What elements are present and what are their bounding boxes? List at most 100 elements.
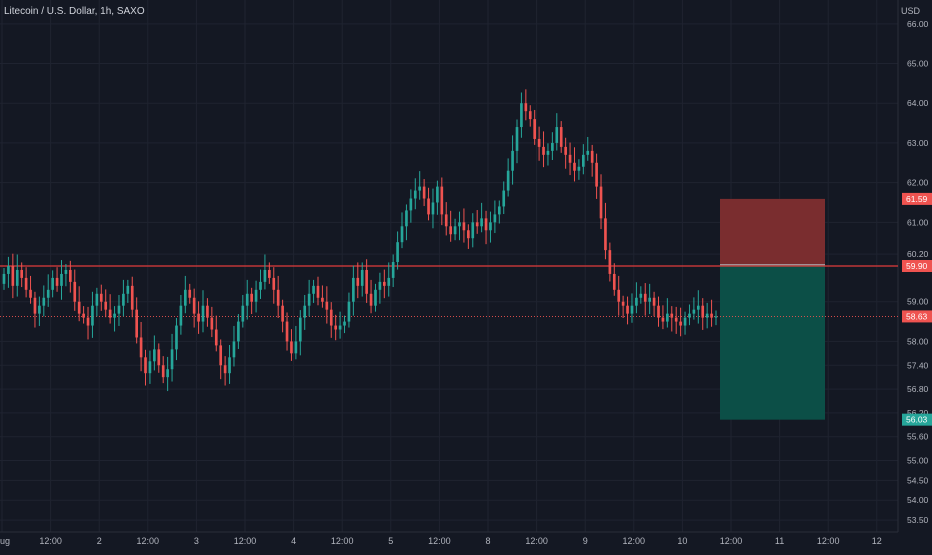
candle-body <box>117 305 121 314</box>
candle-body <box>122 293 125 306</box>
candle-body <box>325 301 329 310</box>
candle-body <box>546 150 550 155</box>
stop-loss-label-bg <box>902 192 932 205</box>
candle-body <box>73 281 77 302</box>
candle-body <box>11 266 15 286</box>
candle-body <box>648 297 651 302</box>
candle-body <box>497 206 501 215</box>
candle-body <box>692 309 696 314</box>
candle-body <box>502 190 506 207</box>
y-tick-label: 62.00 <box>907 178 929 188</box>
candle-body <box>520 103 523 128</box>
candle-body <box>104 301 108 310</box>
reward-zone[interactable] <box>720 264 825 420</box>
candle-body <box>356 277 360 286</box>
candle-body <box>219 345 223 366</box>
candle-body <box>400 226 404 243</box>
candle-body <box>166 369 169 378</box>
candle-body <box>506 170 510 191</box>
x-tick-label: 12:00 <box>331 536 354 546</box>
candle-body <box>316 285 320 298</box>
candle-body <box>334 325 338 330</box>
y-tick-label: 57.40 <box>907 360 929 370</box>
candle-body <box>157 349 161 366</box>
candle-body <box>559 127 563 147</box>
y-tick-label: 63.00 <box>907 138 929 148</box>
candle-body <box>586 150 590 155</box>
candle-body <box>528 111 532 120</box>
candle-body <box>626 305 629 314</box>
candle-body <box>378 281 382 290</box>
candle-body <box>126 285 130 294</box>
candle-body <box>188 289 192 298</box>
candle-body <box>290 341 293 354</box>
candle-body <box>20 269 24 278</box>
candle-body <box>352 277 355 302</box>
y-tick-label: 58.00 <box>907 336 929 346</box>
candle-body <box>276 289 280 306</box>
candle-body <box>674 317 678 322</box>
candle-body <box>462 222 466 231</box>
candle-body <box>652 297 656 306</box>
candle-body <box>113 313 116 318</box>
candle-body <box>148 361 152 374</box>
candle-body <box>493 214 497 223</box>
candle-body <box>321 297 324 302</box>
candle-body <box>294 341 298 354</box>
candle-body <box>582 154 585 167</box>
x-tick-label: 2 <box>97 536 102 546</box>
y-tick-label: 54.00 <box>907 495 929 505</box>
candle-body <box>670 313 674 318</box>
candle-body <box>60 273 63 286</box>
candle-body <box>621 301 625 306</box>
x-tick-label: 5 <box>388 536 393 546</box>
candle-body <box>281 305 284 322</box>
candle-body <box>285 321 289 342</box>
y-tick-label: 55.60 <box>907 432 929 442</box>
candle-body <box>564 146 567 155</box>
y-tick-label: 54.50 <box>907 475 929 485</box>
candle-body <box>24 277 28 290</box>
candle-body <box>55 277 59 286</box>
candle-body <box>7 266 10 274</box>
candle-body <box>329 309 333 326</box>
candle-body <box>422 186 426 199</box>
x-tick-label: 12:00 <box>428 536 451 546</box>
y-tick-label: 60.20 <box>907 249 929 259</box>
candle-body <box>391 262 395 278</box>
candle-body <box>298 317 302 342</box>
candle-body <box>612 273 616 290</box>
y-tick-label: 56.80 <box>907 384 929 394</box>
candle-body <box>42 297 46 306</box>
candle-body <box>237 321 240 342</box>
x-tick-label: 12 <box>872 536 882 546</box>
candle-body <box>374 289 377 306</box>
candle-body <box>449 226 452 235</box>
candle-body <box>489 222 492 231</box>
last-price-label-bg <box>902 310 932 323</box>
candle-body <box>440 186 444 215</box>
candle-body <box>228 357 231 374</box>
candle-body <box>436 186 439 203</box>
candle-body <box>590 150 594 163</box>
candle-body <box>515 127 519 151</box>
last-price-label: 58.63 <box>906 311 928 321</box>
candle-body <box>15 269 19 286</box>
candle-body <box>524 103 528 112</box>
candle-body <box>568 154 572 163</box>
candle-body <box>2 273 6 284</box>
candle-body <box>657 305 660 318</box>
risk-zone[interactable] <box>720 198 825 265</box>
candle-body <box>108 309 112 318</box>
candle-body <box>259 281 262 290</box>
candle-body <box>577 166 581 171</box>
candle-body <box>250 293 253 302</box>
candle-body <box>409 198 413 211</box>
candle-body <box>396 242 399 263</box>
candle-body <box>444 214 448 227</box>
candle-body <box>573 162 576 171</box>
candle-body <box>365 269 368 294</box>
candle-body <box>95 293 99 306</box>
